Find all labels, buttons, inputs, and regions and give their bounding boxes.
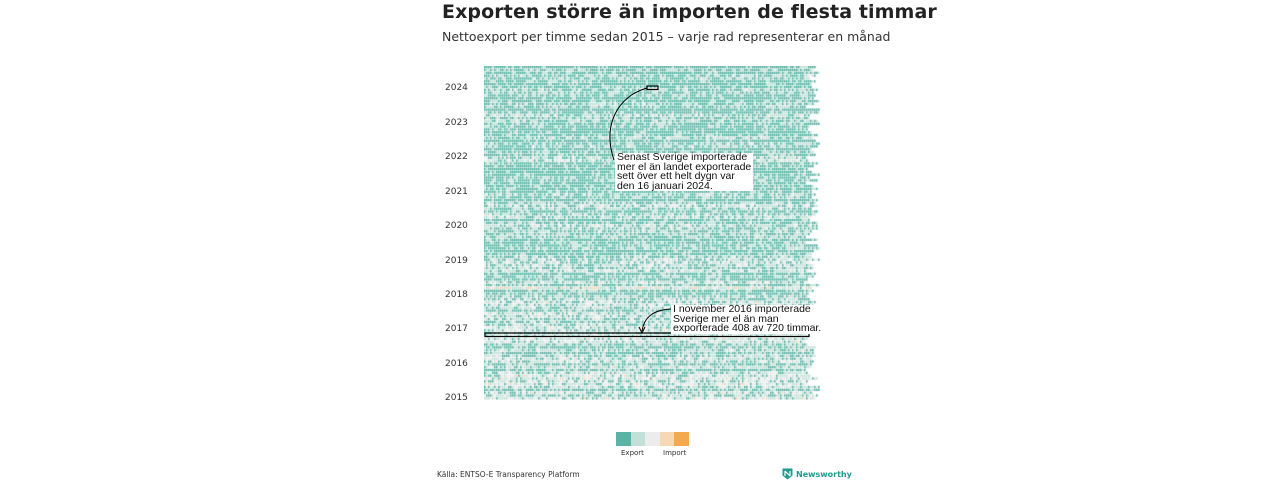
legend-swatch-balanced [645,432,660,446]
legend-swatch-strong-export [616,432,631,446]
annotation-jan-2024: Senast Sverige importerade mer el än lan… [615,151,754,192]
y-tick-2017: 2017 [445,324,468,334]
y-tick-2023: 2023 [445,118,468,128]
newsworthy-logo: Newsworthy [782,468,852,480]
annotation-nov-2016: I november 2016 importerade Sverige mer … [671,303,824,334]
source-note: Källa: ENTSO-E Transparency Platform [437,470,580,479]
legend-swatch-export [630,432,645,446]
legend [616,432,689,446]
y-tick-2021: 2021 [445,187,468,197]
newsworthy-shield-icon [782,468,793,480]
y-tick-2020: 2020 [445,221,468,231]
legend-swatch-import [659,432,674,446]
y-tick-2022: 2022 [445,152,468,162]
chart-title: Exporten större än importen de flesta ti… [442,1,937,23]
y-tick-2024: 2024 [445,83,468,93]
y-tick-2018: 2018 [445,290,468,300]
legend-label-export: Export [621,449,644,457]
y-tick-2016: 2016 [445,359,468,369]
net-export-heatmap [484,66,821,400]
y-tick-2015: 2015 [445,393,468,403]
legend-label-import: Import [663,449,687,457]
legend-swatch-strong-import [674,432,689,446]
y-tick-2019: 2019 [445,256,468,266]
chart-subtitle: Nettoexport per timme sedan 2015 – varje… [442,29,891,44]
brand-name: Newsworthy [796,469,852,479]
